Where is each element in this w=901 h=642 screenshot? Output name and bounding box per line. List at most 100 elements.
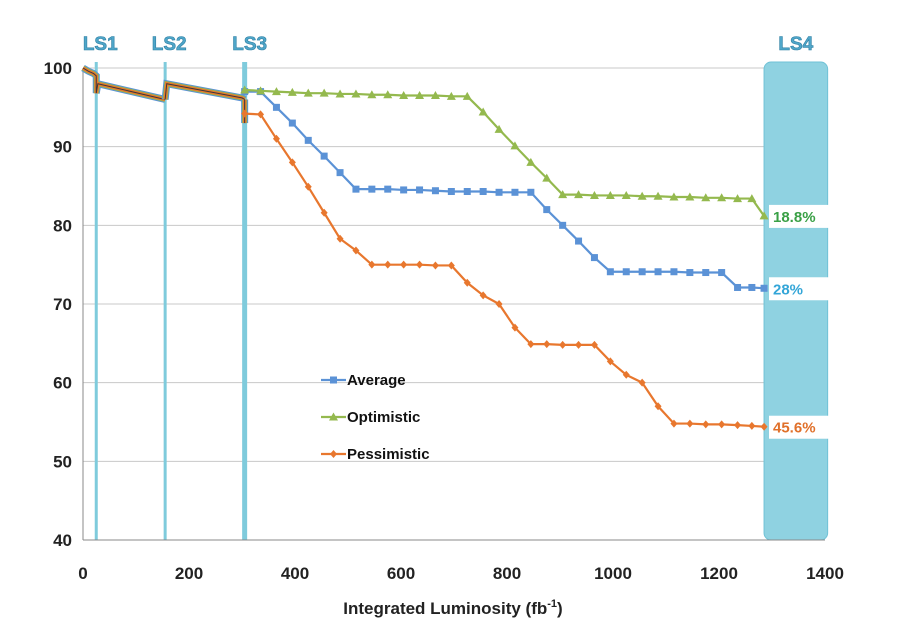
data-point — [686, 419, 694, 428]
x-axis-label: Integrated Luminosity (fb-1) — [343, 598, 562, 618]
data-point — [747, 194, 757, 203]
series-line — [244, 112, 765, 428]
grid-lines — [83, 67, 825, 462]
data-point — [637, 191, 647, 200]
data-point — [288, 119, 296, 127]
data-point — [431, 261, 439, 270]
ls-label: LS3 — [232, 34, 267, 55]
data-point — [638, 378, 646, 387]
legend: Average Optimistic Pessimistic — [321, 372, 430, 463]
data-point — [384, 185, 392, 193]
data-point — [399, 91, 409, 100]
x-tick-label: 1400 — [806, 564, 844, 583]
data-point — [760, 284, 768, 292]
ls-label: LS4 — [778, 34, 813, 55]
data-point — [605, 190, 615, 199]
data-point — [416, 260, 424, 269]
data-point — [686, 269, 694, 277]
data-point — [760, 422, 768, 431]
data-point — [575, 237, 583, 245]
data-point — [336, 234, 344, 243]
data-point — [271, 87, 281, 96]
y-tick-label: 100 — [44, 59, 72, 78]
ls-label: LS2 — [152, 34, 187, 55]
end-label-box — [769, 277, 832, 301]
data-point — [558, 190, 568, 199]
data-point — [415, 91, 425, 100]
data-point — [542, 173, 552, 182]
x-tick-label: 1200 — [700, 564, 738, 583]
data-point — [718, 269, 726, 277]
end-label-box — [769, 415, 832, 439]
data-point — [621, 190, 631, 199]
data-point — [653, 191, 663, 200]
data-point — [669, 192, 679, 201]
data-point — [718, 420, 726, 429]
ls-label: LS1 — [83, 34, 118, 55]
data-point — [447, 188, 455, 196]
legend-entry: Pessimistic — [347, 446, 430, 463]
data-point — [701, 193, 711, 202]
data-point — [430, 91, 440, 100]
data-point — [479, 188, 487, 196]
x-tick-label: 400 — [281, 564, 309, 583]
data-point — [272, 103, 280, 111]
series-pessimistic — [241, 109, 768, 431]
data-point — [368, 185, 376, 193]
end-label-box — [769, 204, 832, 228]
data-point — [559, 340, 567, 349]
series-optimistic — [240, 85, 769, 220]
data-point — [352, 185, 360, 193]
data-point — [589, 190, 599, 199]
data-point — [527, 188, 535, 196]
data-point — [352, 246, 360, 255]
data-point — [287, 87, 297, 96]
end-label-text: 28% — [773, 281, 803, 298]
data-point — [510, 141, 520, 150]
data-point — [240, 85, 250, 94]
x-axis-label-main: Integrated Luminosity (fb — [343, 599, 547, 618]
end-label-text: 45.6% — [773, 420, 816, 437]
data-point — [734, 421, 742, 430]
x-axis-label-tail: ) — [557, 599, 563, 618]
x-tick-label: 0 — [78, 564, 87, 583]
data-point — [256, 86, 266, 95]
data-point — [319, 88, 329, 97]
data-point — [400, 260, 408, 269]
data-point — [329, 412, 338, 421]
legend-entry: Average — [347, 372, 406, 389]
data-point — [400, 186, 408, 194]
data-point — [622, 370, 630, 379]
data-point — [574, 190, 584, 199]
data-point — [759, 211, 769, 220]
data-point — [543, 206, 551, 214]
data-point — [416, 186, 424, 194]
data-point — [670, 419, 678, 428]
series-line — [244, 90, 765, 290]
data-point — [257, 110, 265, 119]
data-point — [320, 208, 328, 217]
data-point — [241, 109, 249, 118]
data-point — [462, 91, 472, 100]
data-point — [575, 340, 583, 349]
data-point — [670, 268, 678, 276]
data-point — [463, 188, 471, 196]
data-point — [304, 136, 312, 144]
axes — [82, 68, 825, 541]
data-point — [590, 340, 598, 349]
data-point — [526, 157, 536, 166]
data-point — [717, 193, 727, 202]
data-point — [288, 158, 296, 167]
data-point — [606, 268, 614, 276]
data-point — [304, 182, 312, 191]
series-average — [241, 88, 768, 292]
data-point — [383, 90, 393, 99]
x-tick-label: 200 — [175, 564, 203, 583]
data-point — [638, 268, 646, 276]
data-point — [272, 134, 280, 143]
series-line — [244, 88, 765, 217]
x-tick-label: 800 — [493, 564, 521, 583]
data-point — [733, 194, 743, 203]
